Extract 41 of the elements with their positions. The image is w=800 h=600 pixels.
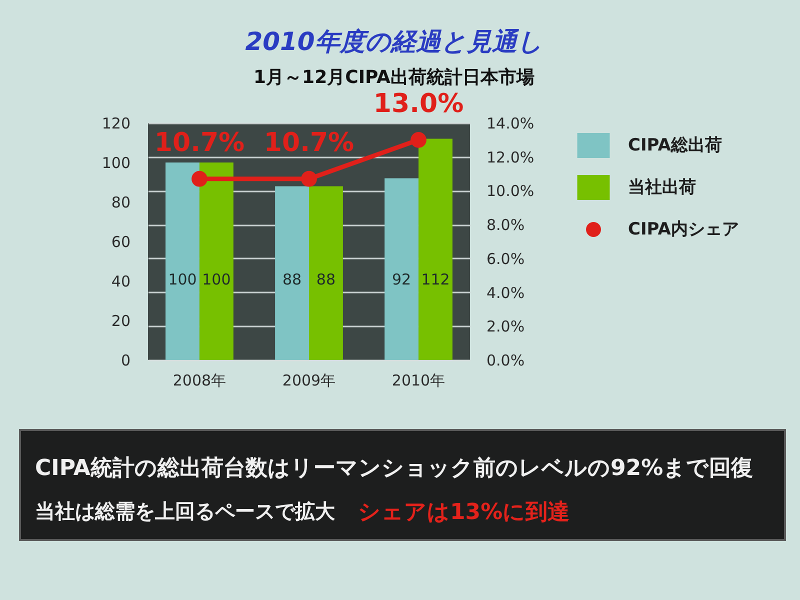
y2-tick-label: 4.0% (486, 284, 525, 302)
bar (418, 138, 452, 360)
data-label: 92 (392, 270, 412, 288)
y2-tick-label: 12.0% (486, 148, 534, 166)
y-tick-label: 0 (120, 352, 130, 370)
y2-tick-label: 0.0% (486, 352, 525, 370)
bar (199, 162, 234, 360)
y-tick-label: 40 (111, 272, 130, 290)
y2-tick-label: 2.0% (486, 318, 525, 336)
x-tick-label: 2008年 (172, 372, 226, 390)
data-label: 13.0% (373, 88, 464, 119)
data-label: 88 (316, 270, 336, 288)
legend-label: CIPA内シェア (628, 220, 739, 240)
text: シェアは13%に到達 (358, 500, 570, 525)
chart-subtitle: 1月～12月CIPA出荷統計日本市場 (254, 66, 534, 88)
y-tick-label: 120 (102, 114, 130, 132)
y-tick-label: 60 (111, 233, 130, 251)
y2-tick-label: 10.0% (486, 182, 534, 200)
legend-label: CIPA総出荷 (628, 136, 722, 156)
bar (384, 178, 419, 360)
y2-tick-label: 14.0% (486, 114, 534, 132)
data-label: 88 (282, 270, 302, 288)
x-tick-label: 2010年 (392, 372, 446, 390)
y2-tick-label: 8.0% (486, 216, 525, 234)
bar (166, 162, 200, 360)
bar (275, 186, 309, 360)
data-label: 10.7% (264, 128, 354, 158)
text: CIPA統計の総出荷台数はリーマンショック前のレベルの92%まで回復 (35, 456, 754, 481)
data-label: 112 (421, 270, 450, 288)
text: 当社は総需を上回るペースで拡大 (35, 499, 336, 523)
y2-tick-label: 6.0% (486, 250, 525, 268)
bar (309, 186, 343, 360)
y-tick-label: 20 (111, 312, 130, 330)
x-tick-label: 2009年 (282, 372, 336, 390)
y-tick-label: 100 (102, 154, 130, 172)
data-label: 10.7% (154, 128, 245, 158)
data-label: 100 (168, 270, 197, 288)
y-tick-label: 80 (111, 194, 130, 212)
data-label: 100 (202, 270, 231, 288)
legend-label: 当社出荷 (628, 178, 696, 198)
chart-title: 2010年度の経過と見通し (245, 26, 543, 56)
